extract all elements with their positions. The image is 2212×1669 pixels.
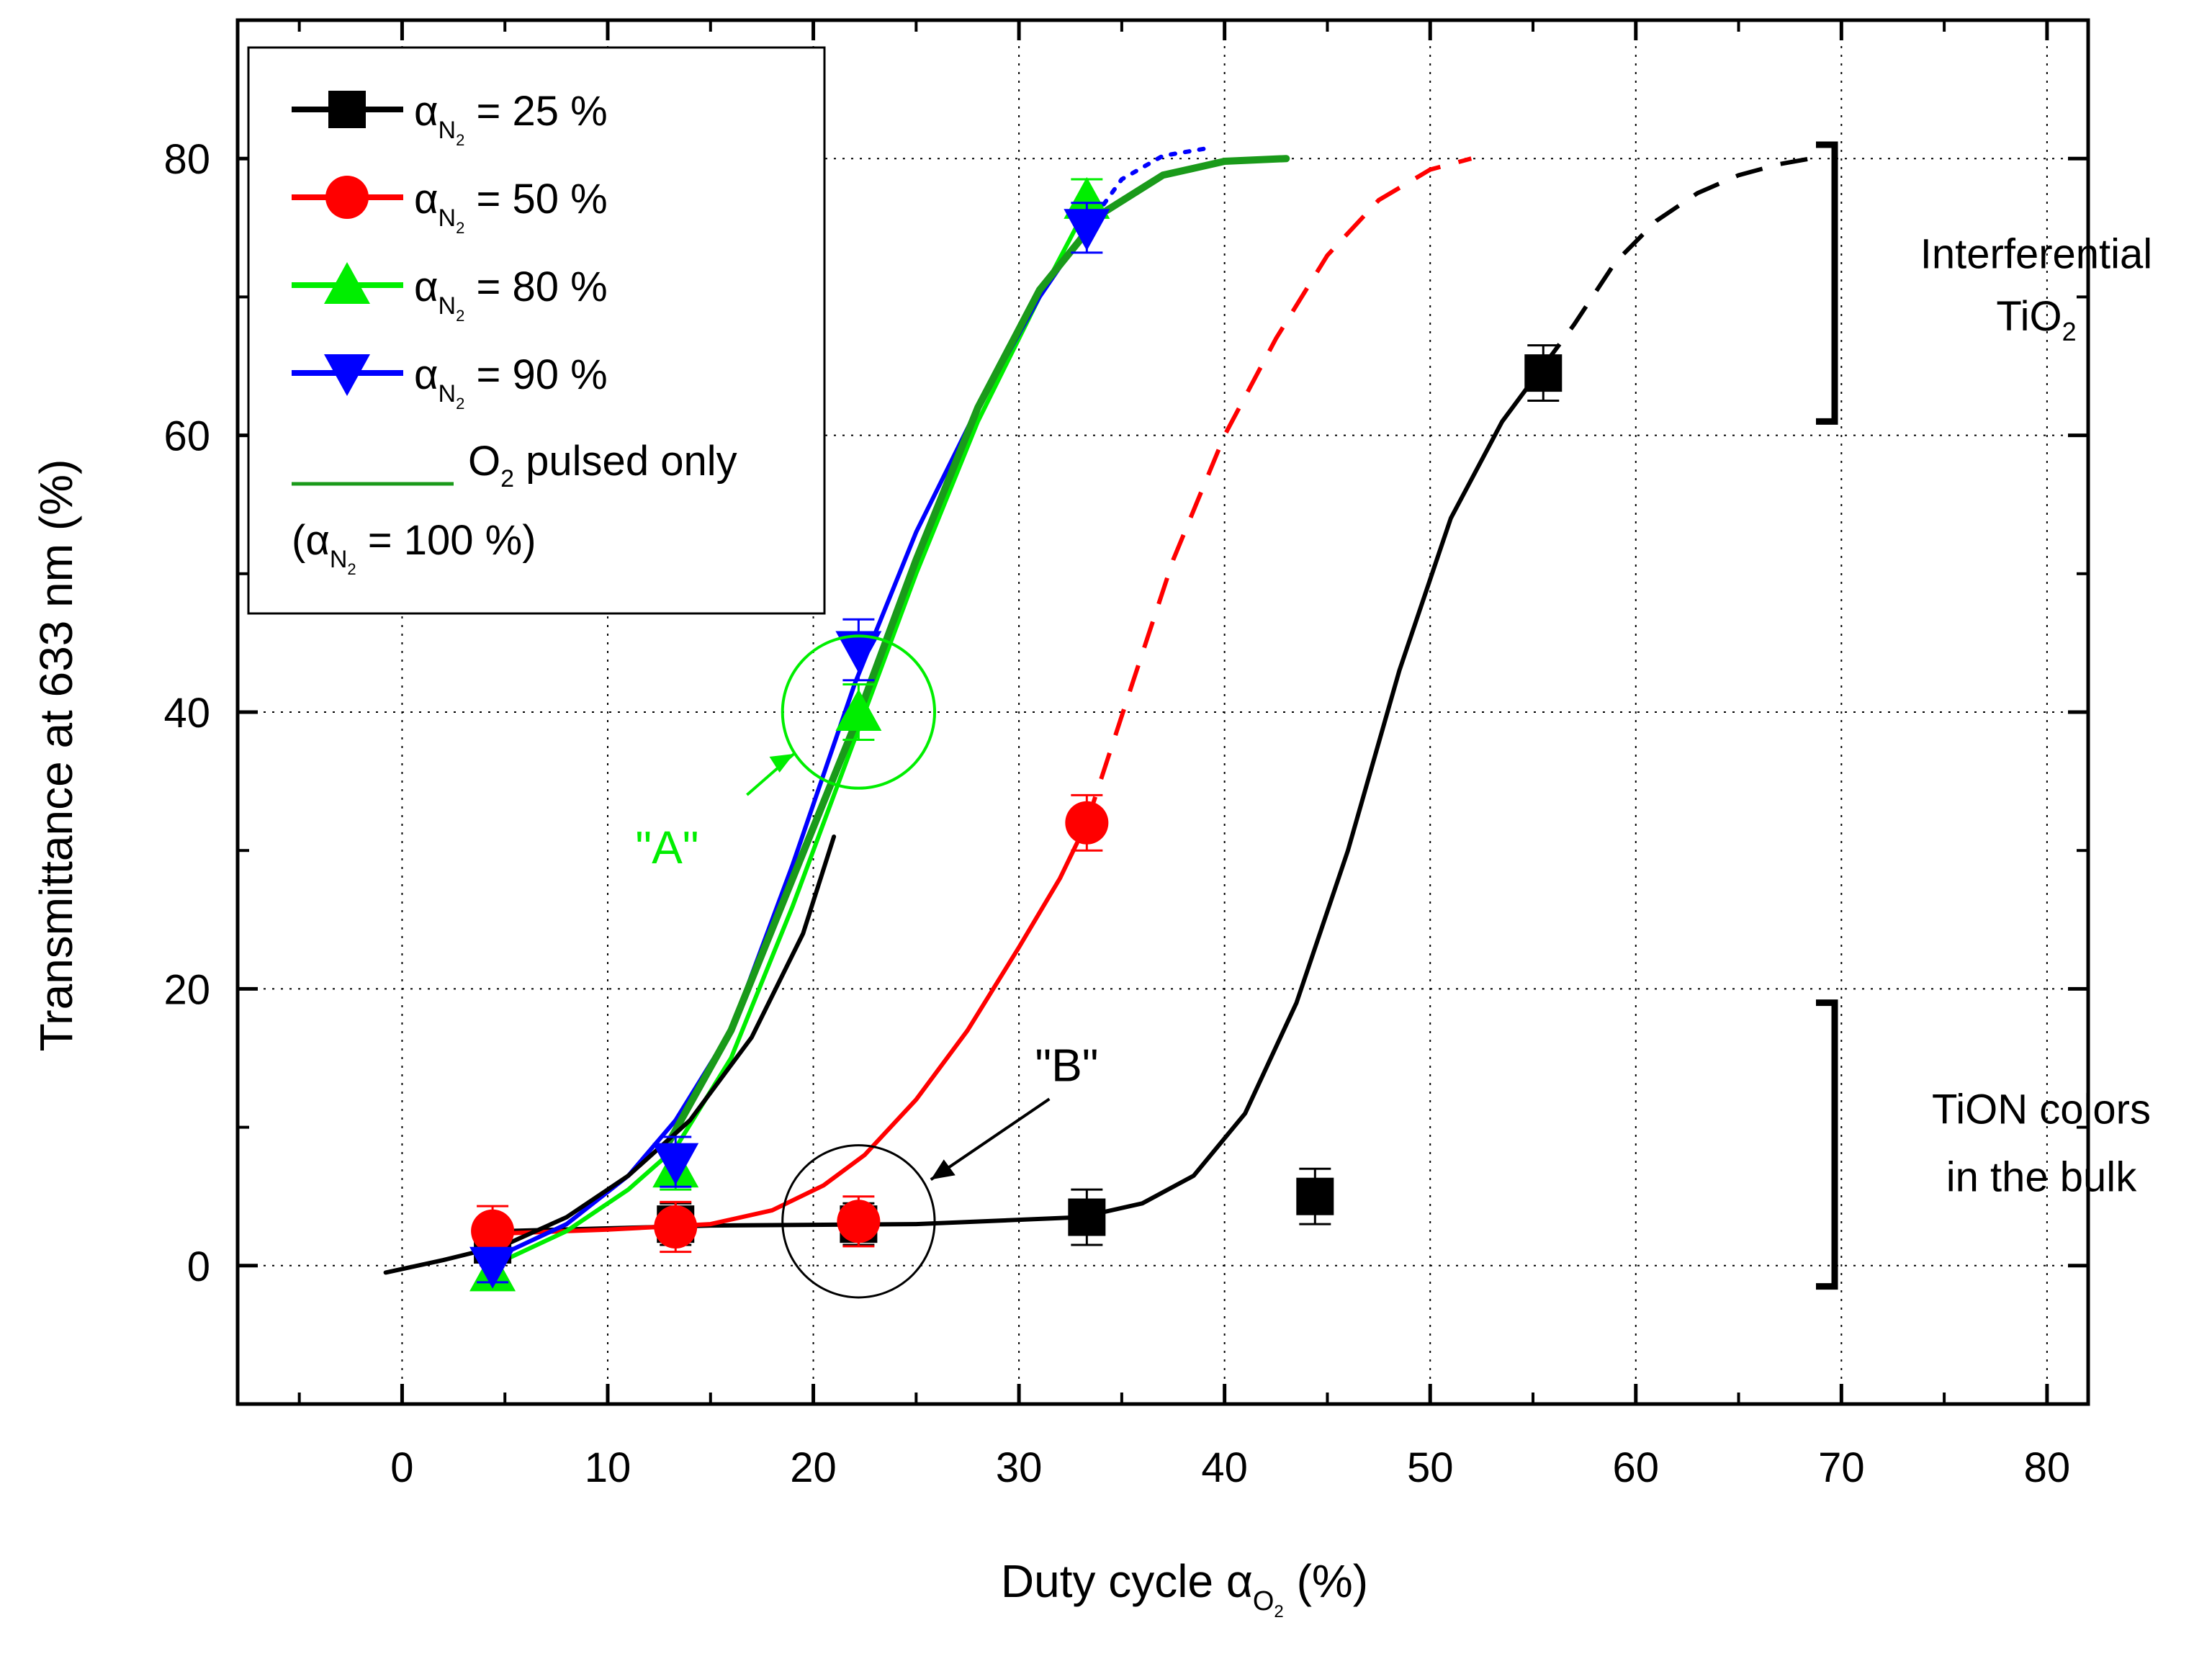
data-point-series-2	[835, 689, 882, 731]
x-axis-label-symbol: α	[1226, 1555, 1253, 1607]
legend-symbol: α	[414, 88, 439, 135]
y-tick-label: 60	[163, 413, 210, 460]
y-axis-label: Transmittance at 633 nm (%)	[30, 459, 82, 1052]
data-point-series-1	[471, 1209, 515, 1253]
x-axis-label-subsub: 2	[1274, 1602, 1283, 1621]
x-tick-label: 80	[2024, 1444, 2071, 1491]
legend-symbol: α	[414, 264, 439, 310]
legend-symbol: α	[305, 517, 330, 564]
label-in-the-bulk: in the bulk	[1946, 1154, 2137, 1201]
legend-subsub: 2	[456, 131, 464, 149]
legend: αN2 = 25 %αN2 = 50 %αN2 = 80 %αN2 = 90 %…	[247, 46, 826, 615]
legend-marker-series-2	[324, 262, 370, 304]
legend-label-o2-pulsed: O2 pulsed only	[468, 438, 737, 492]
legend-sub: N	[439, 292, 457, 320]
x-tick-label: 10	[585, 1444, 631, 1491]
y-tick-label: 0	[187, 1243, 210, 1290]
legend-subsub: 2	[347, 560, 356, 578]
legend-box	[247, 46, 826, 615]
y-tick-label: 40	[163, 690, 210, 737]
legend-marker-series-3	[324, 354, 370, 396]
data-point-series-0	[1296, 1177, 1334, 1215]
axis-ticks: 0 10 20 30 40 50 60 70 80 0 20 40 60 80	[163, 19, 2088, 1491]
data-point-series-3	[469, 1246, 516, 1289]
data-points	[469, 176, 1563, 1292]
annotation-circle-b	[781, 1144, 936, 1299]
legend-paren: (	[292, 517, 305, 564]
legend-name: = 80 %	[464, 264, 607, 310]
x-axis-label-main: Duty cycle	[1001, 1555, 1226, 1607]
legend-symbol: α	[414, 176, 439, 222]
label-tio2-sub: 2	[2062, 317, 2077, 346]
x-tick-label: 20	[790, 1444, 837, 1491]
data-point-series-3	[1064, 209, 1110, 251]
fit-line-series-0	[503, 364, 1546, 1233]
data-point-series-2	[1064, 176, 1110, 219]
legend-sub: N	[330, 546, 348, 573]
fit-curves	[383, 146, 1812, 1275]
legend-subsub: 2	[456, 395, 464, 413]
annotation-label-a: "A"	[635, 822, 698, 873]
grid	[238, 20, 2088, 1404]
legend-subsub: 2	[456, 219, 464, 237]
data-point-series-0	[1068, 1198, 1106, 1236]
data-point-series-3	[652, 1143, 699, 1185]
legend-name: = 25 %	[464, 88, 607, 135]
fit-line-series-5	[383, 834, 837, 1275]
data-point-series-1	[1065, 801, 1109, 845]
x-tick-label: 30	[996, 1444, 1043, 1491]
x-tick-label: 50	[1407, 1444, 1454, 1491]
fit-line-dashed-series-0	[1541, 156, 1812, 368]
legend-label-series-2: αN2 = 80 %	[414, 264, 608, 325]
annotation-arrowhead-a	[769, 754, 794, 773]
x-tick-label: 60	[1613, 1444, 1660, 1491]
label-tion-colors: TiON colors	[1932, 1087, 2151, 1133]
y-tick-label: 80	[163, 136, 210, 183]
bracket-tion	[1816, 999, 1838, 1290]
bracket-interferential	[1816, 141, 1838, 425]
fit-line-dashed-series-1	[1084, 156, 1473, 824]
annotation-circle-a	[781, 634, 937, 790]
y-tick-label: 20	[163, 966, 210, 1013]
legend-name: = 90 %	[464, 351, 607, 398]
fit-line-series-4	[665, 155, 1290, 1145]
annotation-arrowhead-b	[930, 1159, 956, 1180]
legend-sub: N	[439, 204, 457, 232]
x-tick-label: 70	[1818, 1444, 1865, 1491]
x-tick-label: 40	[1201, 1444, 1248, 1491]
legend-subsub: 2	[456, 307, 464, 325]
data-point-series-1	[654, 1205, 698, 1249]
label-interferential: Interferential	[1920, 231, 2152, 278]
legend-label-series-1: αN2 = 50 %	[414, 176, 608, 237]
annotations: "A" "B" Interferential TiO2 TiON colors in th…	[635, 141, 2152, 1299]
data-point-series-1	[837, 1200, 881, 1243]
legend-o2-suffix: pulsed only	[514, 438, 737, 485]
data-point-series-3	[835, 631, 882, 673]
fit-line-dotted-series-3	[1084, 146, 1207, 230]
x-axis-label: Duty cycle αO2 (%)	[1001, 1555, 1368, 1621]
x-axis-label-sub: O	[1253, 1586, 1274, 1616]
legend-suffix: = 100 %)	[356, 517, 536, 564]
legend-label-series-0: αN2 = 25 %	[414, 88, 608, 149]
legend-sub: N	[439, 117, 457, 144]
legend-o2-main: O	[468, 438, 500, 485]
legend-sub: N	[439, 380, 457, 408]
fit-line-series-2	[490, 204, 1089, 1268]
legend-label-alpha-100: (αN2 = 100 %)	[292, 517, 536, 578]
annotation-label-b: "B"	[1035, 1039, 1098, 1091]
data-point-series-0	[1524, 354, 1563, 392]
legend-o2-sub: 2	[500, 465, 514, 492]
x-axis-label-unit: (%)	[1284, 1555, 1368, 1607]
x-tick-label: 0	[390, 1444, 413, 1491]
legend-symbol: α	[414, 351, 439, 398]
annotation-arrow-b	[930, 1097, 1051, 1181]
label-tio2: TiO2	[1996, 293, 2076, 346]
label-tio2-main: TiO	[1996, 293, 2062, 340]
legend-label-series-3: αN2 = 90 %	[414, 351, 608, 413]
legend-marker-series-0	[328, 91, 366, 128]
legend-name: = 50 %	[464, 176, 607, 222]
legend-marker-series-1	[325, 176, 369, 219]
